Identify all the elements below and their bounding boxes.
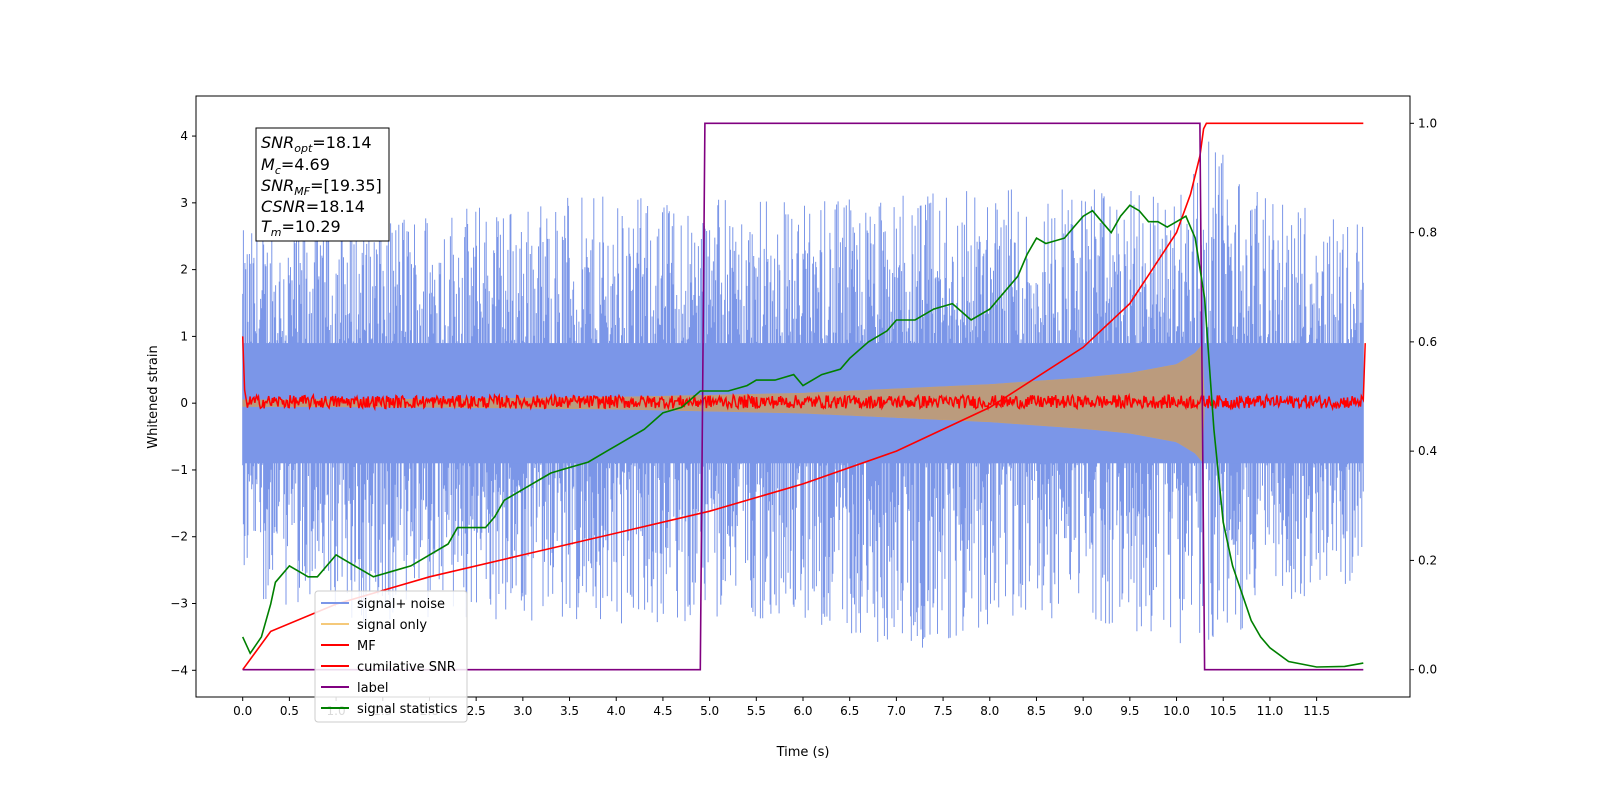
y2-tick-label: 1.0 <box>1418 116 1437 130</box>
y-tick-label: −3 <box>170 597 188 611</box>
y-tick-label: −4 <box>170 663 188 677</box>
annotation-snr-mf: SNRMF=[19.35] <box>261 176 382 198</box>
x-tick-label: 3.5 <box>560 704 579 718</box>
y2-tick-label: 0.4 <box>1418 444 1437 458</box>
y-tick-label: 0 <box>180 396 188 410</box>
x-tick-label: 10.5 <box>1210 704 1237 718</box>
x-tick-label: 8.0 <box>980 704 999 718</box>
y2-axis-ticks: 0.0 0.2 0.4 0.6 0.8 1.0 <box>1410 116 1437 677</box>
series-label <box>242 122 1364 671</box>
x-tick-label: 6.5 <box>840 704 859 718</box>
x-tick-label: 7.0 <box>887 704 906 718</box>
legend-frame <box>314 590 468 723</box>
y-tick-label: 3 <box>180 196 188 210</box>
x-tick-label: 8.5 <box>1027 704 1046 718</box>
y2-tick-label: 0.6 <box>1418 335 1437 349</box>
x-tick-label: 9.5 <box>1120 704 1139 718</box>
y2-tick-label: 0.0 <box>1418 663 1437 677</box>
x-tick-label: 11.5 <box>1303 704 1330 718</box>
series-signal-statistics <box>241 204 1364 668</box>
legend-label-cumulative-snr: cumilative SNR <box>357 660 456 675</box>
y-axis-ticks: −4 −3 −2 −1 0 1 2 3 4 <box>170 129 196 677</box>
x-tick-label: 9.0 <box>1074 704 1093 718</box>
annotation-snr-opt: SNRopt=18.14 <box>261 133 372 155</box>
x-tick-label: 5.5 <box>747 704 766 718</box>
legend-label-signal-statistics: signal statistics <box>357 702 458 717</box>
y-tick-label: 2 <box>180 263 188 277</box>
y2-tick-label: 0.8 <box>1418 226 1437 240</box>
y2-tick-label: 0.2 <box>1418 553 1437 567</box>
x-axis-label: Time (s) <box>776 745 830 760</box>
x-tick-label: 4.0 <box>607 704 626 718</box>
y-tick-label: 1 <box>180 329 188 343</box>
y-tick-label: −2 <box>170 530 188 544</box>
annotation-tm: Tm=10.29 <box>261 217 341 239</box>
annotation-mc: Mc=4.69 <box>261 155 330 177</box>
annotation-frame <box>255 127 390 242</box>
legend: signal+ noise signal only MF cumilative … <box>314 590 468 723</box>
x-tick-label: 3.0 <box>513 704 532 718</box>
x-tick-label: 4.5 <box>653 704 672 718</box>
y-tick-label: 4 <box>180 129 188 143</box>
x-tick-label: 0.5 <box>280 704 299 718</box>
y-tick-label: −1 <box>170 463 188 477</box>
x-tick-label: 10.0 <box>1163 704 1190 718</box>
x-tick-label: 0.0 <box>233 704 252 718</box>
x-tick-label: 5.0 <box>700 704 719 718</box>
annotation-csnr: CSNR=18.14 <box>261 197 365 216</box>
legend-label-mf: MF <box>357 639 376 654</box>
series-mf <box>241 336 1366 412</box>
y-axis-label: Whitened strain <box>146 345 161 448</box>
annotation-box: SNRopt=18.14 Mc=4.69 SNRMF=[19.35] CSNR=… <box>255 127 390 242</box>
legend-label-signal-only: signal only <box>357 618 427 633</box>
legend-label-signal-noise: signal+ noise <box>357 597 445 612</box>
x-tick-label: 11.0 <box>1257 704 1284 718</box>
x-tick-label: 2.5 <box>467 704 486 718</box>
x-tick-label: 6.0 <box>793 704 812 718</box>
x-tick-label: 7.5 <box>934 704 953 718</box>
legend-label-label: label <box>357 681 388 696</box>
plot-area <box>241 122 1366 671</box>
